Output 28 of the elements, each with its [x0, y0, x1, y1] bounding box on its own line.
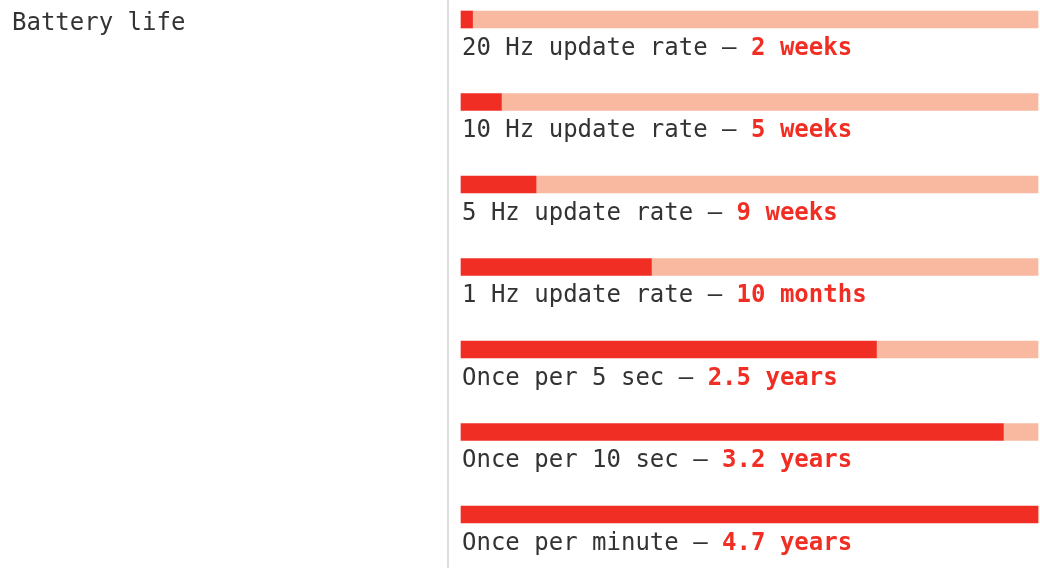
annotation: 2 weeks [750, 32, 853, 61]
bar [460, 175, 537, 194]
y-tick-label: 1 Hz update rate – [462, 280, 723, 308]
bar [460, 93, 502, 111]
bar [535, 175, 1039, 194]
y-tick-label: 20 Hz update rate – [462, 32, 738, 61]
bar [501, 93, 1039, 111]
y-tick-label: Once per 5 sec – [462, 362, 694, 391]
bar [1003, 423, 1039, 441]
bar [472, 10, 1039, 29]
y-tick-label: 5 Hz update rate – [462, 197, 723, 226]
bar [460, 505, 1039, 524]
annotation: 9 weeks [736, 197, 838, 226]
bar [876, 340, 1039, 359]
annotation: 2.5 years [707, 362, 838, 391]
y-tick-label: Once per 10 sec – [462, 445, 709, 473]
bar [460, 340, 877, 359]
bar [460, 423, 1004, 441]
text: Battery life [12, 8, 186, 36]
bar [460, 258, 652, 276]
y-tick-label: Once per minute – [462, 527, 709, 556]
annotation: 4.7 years [722, 527, 853, 556]
annotation: 3.2 years [722, 445, 853, 473]
annotation: 5 weeks [750, 115, 853, 143]
bar [460, 10, 473, 29]
y-tick-label: 10 Hz update rate – [462, 115, 738, 143]
bar [651, 258, 1039, 276]
annotation: 10 months [736, 280, 867, 308]
